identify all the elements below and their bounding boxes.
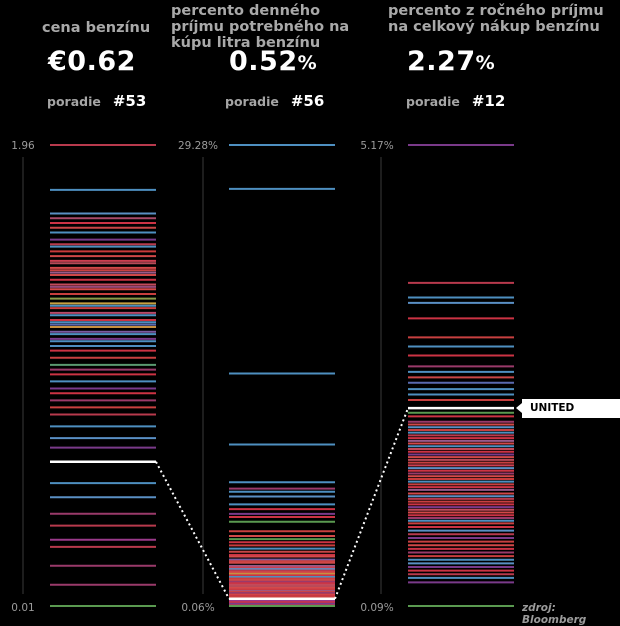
- price-rank: poradie #53: [47, 93, 146, 110]
- axis-max-label: 1.96: [11, 140, 35, 152]
- annual-income-value-number: 2.27: [407, 46, 476, 77]
- daily-income-value-unit: %: [297, 52, 318, 74]
- daily-income-rank-label: poradie: [225, 94, 279, 109]
- axis-max-label: 5.17%: [360, 140, 393, 152]
- axis-min-label: 0.06%: [181, 602, 214, 614]
- daily-income-value: 0.52%: [229, 47, 317, 77]
- daily-income-rank-number: #56: [290, 92, 325, 110]
- connector-line: [334, 407, 409, 600]
- annual-income-value: 2.27%: [407, 47, 495, 77]
- daily-income-column-title: percento denného príjmu potrebného na kú…: [171, 3, 350, 51]
- annual-income-rank: poradie #12: [406, 93, 505, 110]
- price-value: €0.62: [48, 47, 136, 77]
- annual-income-rank-number: #12: [471, 92, 506, 110]
- price-value-number: €0.62: [48, 46, 136, 77]
- annual-income-value-unit: %: [475, 52, 496, 74]
- connector-line: [155, 461, 230, 600]
- price-rank-number: #53: [112, 92, 147, 110]
- annual-income-column-title: percento z ročného príjmu na celkový nák…: [388, 3, 604, 35]
- united-states-callout: UNITED STATES: [516, 398, 620, 433]
- price-column-title: cena benzínu: [42, 20, 151, 36]
- source-note: zdroj: Bloomberg: [522, 602, 587, 626]
- axis-max-label: 29.28%: [178, 140, 218, 152]
- annual-income-rank-label: poradie: [406, 94, 460, 109]
- axis-min-label: 0.09%: [360, 602, 393, 614]
- daily-income-value-number: 0.52: [229, 46, 298, 77]
- axis-min-label: 0.01: [11, 602, 34, 614]
- daily-income-rank: poradie #56: [225, 93, 324, 110]
- price-rank-label: poradie: [47, 94, 101, 109]
